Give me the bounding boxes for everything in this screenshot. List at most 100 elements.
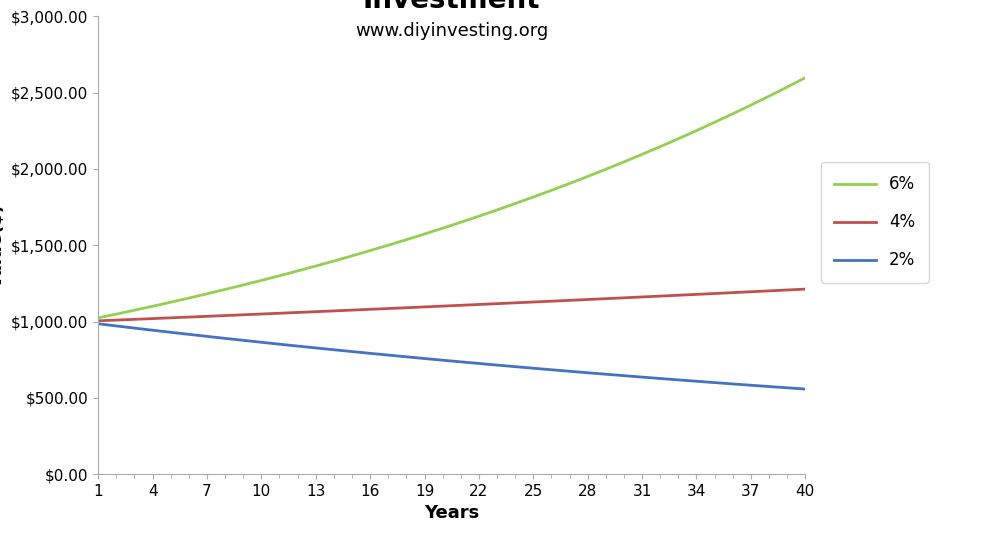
4% xyxy=(418,304,430,310)
6% xyxy=(274,272,286,279)
2% xyxy=(292,343,303,349)
2% xyxy=(618,372,629,379)
2% xyxy=(782,385,793,391)
2% xyxy=(165,329,177,336)
6% xyxy=(401,237,412,243)
Title: Inflation Adjusted Rate of Return on $1000
Investment: Inflation Adjusted Rate of Return on $10… xyxy=(114,0,790,14)
6% xyxy=(600,166,612,173)
6% xyxy=(346,252,357,259)
2% xyxy=(201,333,213,340)
6% xyxy=(328,258,340,264)
2% xyxy=(546,366,558,373)
2% xyxy=(690,378,702,385)
4% xyxy=(437,303,449,310)
4% xyxy=(401,305,412,311)
2% xyxy=(455,359,466,365)
2% xyxy=(146,327,158,334)
4% xyxy=(618,294,629,301)
2% xyxy=(763,383,775,390)
4% xyxy=(654,293,666,299)
4% xyxy=(310,308,322,315)
6% xyxy=(255,277,267,284)
6% xyxy=(510,200,521,207)
4% xyxy=(346,307,357,313)
6% xyxy=(491,207,503,213)
4% xyxy=(455,302,466,308)
6% xyxy=(546,187,558,193)
4% xyxy=(727,289,738,296)
2% xyxy=(364,350,376,356)
Line: 6%: 6% xyxy=(98,78,805,318)
2% xyxy=(491,362,503,368)
2% xyxy=(510,364,521,370)
4% xyxy=(238,312,249,318)
6% xyxy=(673,136,684,142)
6% xyxy=(709,119,721,125)
4% xyxy=(491,300,503,307)
2% xyxy=(310,344,322,351)
Legend: 6%, 4%, 2%: 6%, 4%, 2% xyxy=(821,162,929,283)
2% xyxy=(581,370,593,376)
2% xyxy=(129,325,140,331)
2% xyxy=(636,374,648,380)
2% xyxy=(238,337,249,343)
Text: www.diyinvesting.org: www.diyinvesting.org xyxy=(355,22,548,40)
2% xyxy=(382,352,394,359)
4% xyxy=(546,298,558,305)
2% xyxy=(527,365,539,372)
4% xyxy=(274,310,286,317)
2% xyxy=(600,371,612,378)
6% xyxy=(382,242,394,249)
6% xyxy=(581,173,593,180)
6% xyxy=(782,84,793,90)
2% xyxy=(654,376,666,382)
6% xyxy=(636,151,648,158)
2% xyxy=(255,339,267,346)
6% xyxy=(219,286,231,293)
6% xyxy=(527,193,539,200)
Y-axis label: Value($): Value($) xyxy=(0,203,6,288)
4% xyxy=(763,288,775,294)
6% xyxy=(690,128,702,134)
4% xyxy=(255,311,267,317)
Line: 4%: 4% xyxy=(98,289,805,321)
4% xyxy=(673,292,684,299)
4% xyxy=(527,299,539,305)
4% xyxy=(473,301,485,308)
6% xyxy=(183,295,194,301)
2% xyxy=(401,354,412,360)
4% xyxy=(382,305,394,312)
4% xyxy=(745,288,757,295)
X-axis label: Years: Years xyxy=(424,505,479,523)
4% xyxy=(146,316,158,322)
6% xyxy=(310,263,322,269)
4% xyxy=(510,300,521,306)
2% xyxy=(274,341,286,348)
4% xyxy=(129,316,140,323)
2% xyxy=(346,348,357,355)
4% xyxy=(690,291,702,298)
6% xyxy=(292,268,303,274)
2% xyxy=(183,331,194,337)
6% xyxy=(564,180,575,187)
6% xyxy=(92,314,104,321)
6% xyxy=(165,299,177,306)
6% xyxy=(238,282,249,288)
6% xyxy=(364,247,376,254)
2% xyxy=(92,320,104,327)
2% xyxy=(799,386,811,392)
6% xyxy=(455,219,466,226)
6% xyxy=(799,75,811,81)
2% xyxy=(727,380,738,387)
4% xyxy=(183,314,194,320)
4% xyxy=(636,294,648,300)
4% xyxy=(219,312,231,319)
2% xyxy=(418,355,430,362)
6% xyxy=(201,290,213,297)
2% xyxy=(673,377,684,383)
6% xyxy=(473,213,485,220)
6% xyxy=(763,93,775,99)
Line: 2%: 2% xyxy=(98,324,805,389)
4% xyxy=(92,318,104,324)
6% xyxy=(618,159,629,165)
